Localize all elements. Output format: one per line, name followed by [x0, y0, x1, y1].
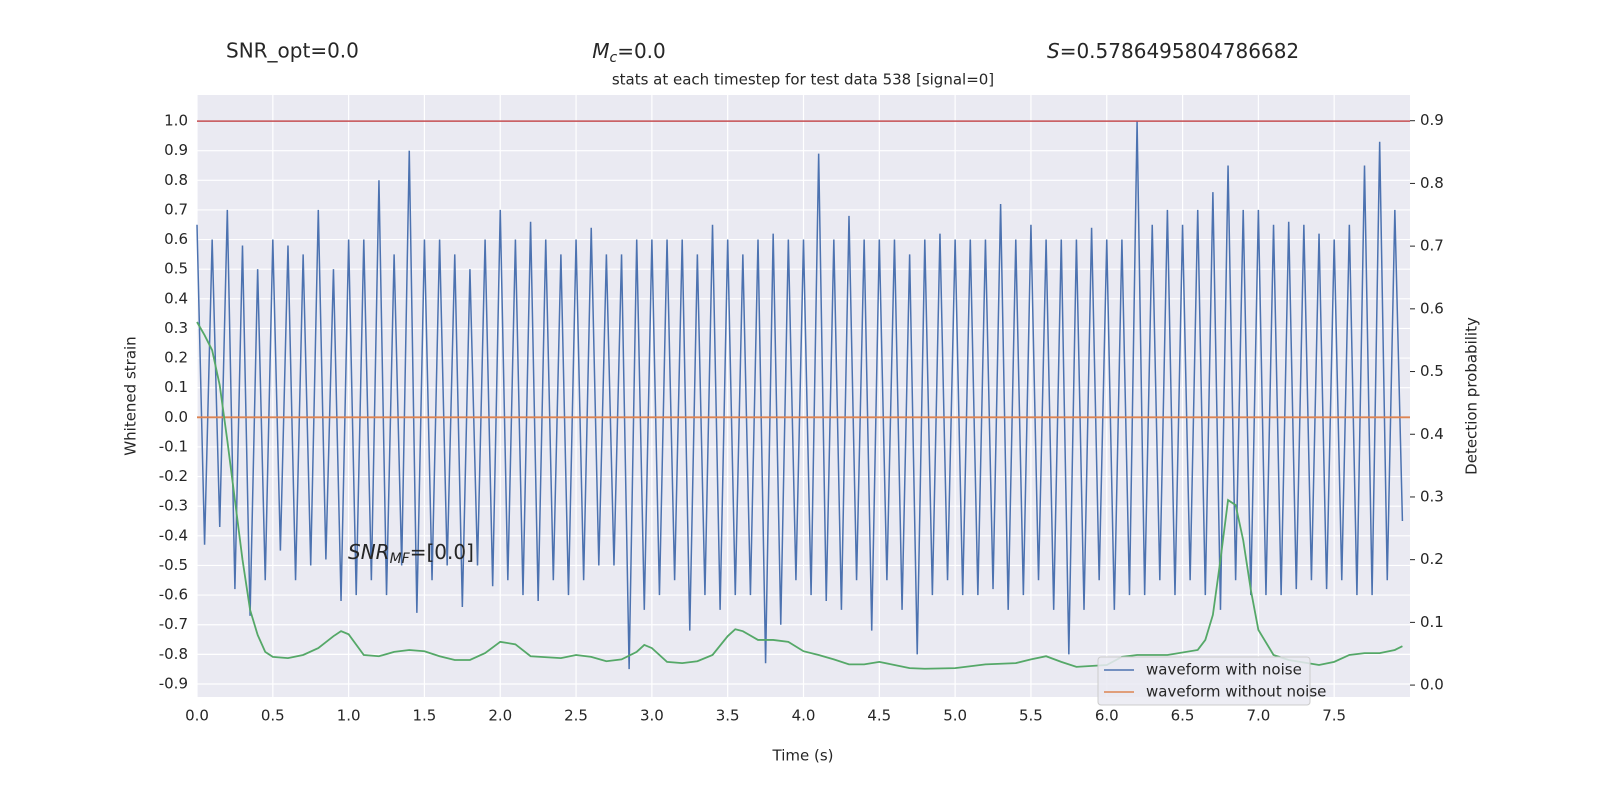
- x-tick-label: 0.0: [185, 707, 209, 725]
- annotation-base: S: [1047, 39, 1060, 63]
- x-tick-label: 1.5: [413, 707, 437, 725]
- y-tick-label: 0.2: [164, 349, 188, 367]
- annotation: SNR_opt=0.0: [226, 39, 359, 63]
- x-tick-label: 7.5: [1322, 707, 1346, 725]
- y-tick-label: 0.5: [164, 260, 188, 278]
- legend-box: [1097, 656, 1311, 706]
- x-tick-label: 5.5: [1019, 707, 1043, 725]
- annotation-text: =0.5786495804786682: [1060, 39, 1299, 63]
- annotation: Mc=0.0: [592, 39, 666, 67]
- annotation: S=0.5786495804786682: [1047, 39, 1299, 63]
- y2-axis-label: Detection probability: [1463, 317, 1481, 475]
- y2-tick-label: 0.0: [1420, 676, 1444, 694]
- x-tick-label: 4.5: [867, 707, 891, 725]
- x-tick-label: 2.5: [564, 707, 588, 725]
- x-tick-label: 6.5: [1171, 707, 1195, 725]
- marks: [196, 120, 1410, 670]
- x-tick-label: 3.0: [640, 707, 664, 725]
- y-tick-label: 1.0: [164, 112, 188, 130]
- y2-tick-label: 0.6: [1420, 299, 1444, 317]
- y-tick-label: -0.7: [159, 615, 188, 633]
- x-tick-label: 2.0: [488, 707, 512, 725]
- y2-tick-label: 0.9: [1420, 111, 1444, 129]
- chart-title: stats at each timestep for test data 538…: [612, 71, 994, 89]
- annotation-text: =0.0: [617, 39, 666, 63]
- legend-label: waveform with noise: [1146, 661, 1302, 679]
- y-tick-label: 0.3: [164, 319, 188, 337]
- y-tick-label: -0.2: [159, 467, 188, 485]
- y-tick-label: 0.0: [164, 408, 188, 426]
- x-tick-label: 7.0: [1246, 707, 1270, 725]
- annotation-base: M: [592, 39, 609, 63]
- y-tick-label: 0.7: [164, 200, 188, 218]
- y2-tick-label: 0.7: [1420, 237, 1444, 255]
- annotation-base: SNR: [348, 540, 390, 564]
- x-tick-label: 4.0: [792, 707, 816, 725]
- x-tick-label: 3.5: [716, 707, 740, 725]
- y-tick-label: -0.5: [159, 556, 188, 574]
- y-tick-label: 0.4: [164, 289, 188, 307]
- y2-tick-label: 0.8: [1420, 174, 1444, 192]
- y-tick-label: -0.6: [159, 586, 188, 604]
- x-tick-label: 6.0: [1095, 707, 1119, 725]
- annotation-sub: MF: [390, 551, 411, 567]
- y-tick-label: -0.8: [159, 645, 188, 663]
- x-tick-label: 5.0: [943, 707, 967, 725]
- y-tick-label: -0.4: [159, 526, 188, 544]
- y2-tick-label: 0.1: [1420, 613, 1444, 631]
- y-tick-label: 0.1: [164, 378, 188, 396]
- y2-tick-label: 0.5: [1420, 362, 1444, 380]
- y-tick-label: -0.1: [159, 437, 188, 455]
- annotation-text: =[0.0]: [410, 540, 474, 564]
- y-tick-label: 0.6: [164, 230, 188, 248]
- labels: 0.0 0.5 1.0 1.5 2.0 2.5 3.0 3.5 4.0 4.5 5.0 5.5 6.0 6…: [159, 111, 1444, 724]
- y2-tick-label: 0.3: [1420, 487, 1444, 505]
- x-axis-label: Time (s): [772, 747, 834, 765]
- x-tick-label: 0.5: [261, 707, 285, 725]
- legend: waveform with noise waveform without nois…: [1097, 656, 1326, 706]
- y-tick-label: 0.9: [164, 141, 188, 159]
- y2-tick-label: 0.2: [1420, 550, 1444, 568]
- annotation-sub: c: [609, 50, 617, 66]
- series-line: [196, 321, 1403, 670]
- x-tick-label: 1.0: [337, 707, 361, 725]
- y-tick-label: 0.8: [164, 171, 188, 189]
- annotation: SNRMF=[0.0]: [348, 540, 474, 568]
- y-axis-label: Whitened strain: [122, 336, 140, 455]
- series-line: [196, 121, 1404, 670]
- legend-label: waveform without noise: [1146, 683, 1326, 701]
- y-tick-label: -0.3: [159, 497, 188, 515]
- y2-tick-label: 0.4: [1420, 425, 1444, 443]
- y-tick-label: -0.9: [159, 674, 188, 692]
